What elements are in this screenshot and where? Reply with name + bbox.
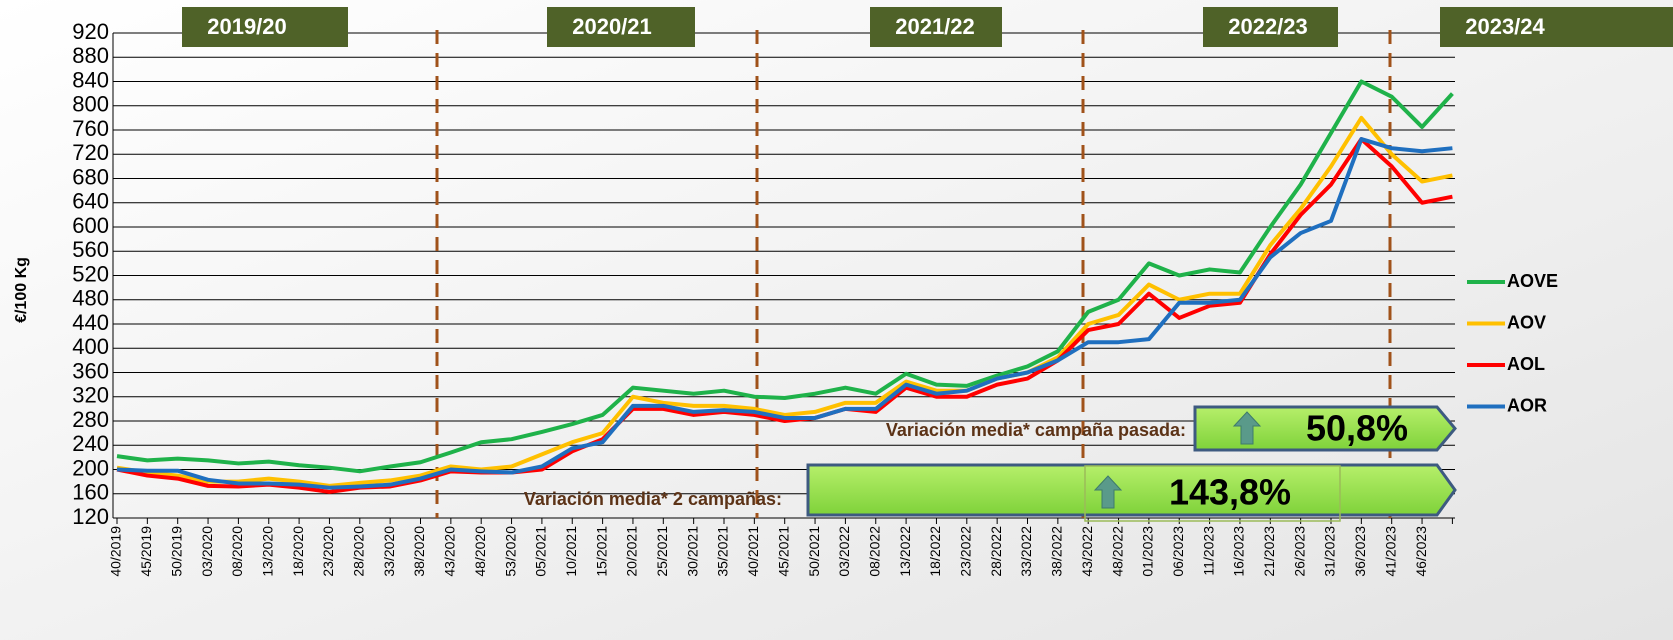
- series-line: [116, 137, 1453, 490]
- y-tick-label: 160: [72, 480, 109, 505]
- variation-label: Variación media* 2 campañas:: [524, 489, 782, 509]
- x-tick-label: 33/2020: [381, 526, 397, 577]
- x-tick-label: 35/2021: [715, 526, 731, 577]
- x-tick-label: 48/2020: [472, 526, 488, 577]
- variation-value: 143,8%: [1169, 472, 1291, 513]
- campaign-label: 2022/23: [1228, 14, 1308, 39]
- x-tick-label: 16/2023: [1231, 526, 1247, 577]
- x-tick-label: 03/2020: [199, 526, 215, 577]
- up-arrow-icon: [1093, 475, 1123, 509]
- x-tick-label: 28/2022: [988, 526, 1004, 577]
- legend-label: AOR: [1507, 395, 1547, 415]
- x-tick-label: 08/2022: [866, 526, 882, 577]
- x-tick-label: 25/2021: [654, 526, 670, 577]
- x-tick-label: 50/2019: [168, 526, 184, 577]
- y-tick-label: 560: [72, 237, 109, 262]
- x-tick-label: 45/2019: [138, 526, 154, 577]
- x-tick-label: 21/2023: [1261, 526, 1277, 577]
- x-tick-label: 10/2021: [563, 526, 579, 577]
- y-tick-label: 400: [72, 334, 109, 359]
- legend-label: AOV: [1507, 312, 1546, 332]
- series-line: [116, 115, 1453, 488]
- y-tick-label: 680: [72, 164, 109, 189]
- y-tick-label: 800: [72, 92, 109, 117]
- x-tick-label: 31/2023: [1322, 526, 1338, 577]
- campaign-box: [1203, 7, 1338, 47]
- legend-label: AOL: [1507, 354, 1545, 374]
- y-tick-label: 840: [72, 67, 109, 92]
- x-tick-label: 38/2022: [1049, 526, 1065, 577]
- x-tick-label: 06/2023: [1170, 526, 1186, 577]
- y-tick-label: 240: [72, 431, 109, 456]
- x-tick-label: 01/2023: [1140, 526, 1156, 577]
- x-tick-label: 26/2023: [1291, 526, 1307, 577]
- y-tick-label: 880: [72, 43, 109, 68]
- y-tick-label: 120: [72, 504, 109, 529]
- variation-value: 50,8%: [1306, 408, 1408, 449]
- series-line: [116, 79, 1454, 474]
- x-tick-label: 18/2020: [290, 526, 306, 577]
- x-tick-label: 43/2022: [1079, 526, 1095, 577]
- y-tick-label: 360: [72, 358, 109, 383]
- y-tick-label: 280: [72, 407, 109, 432]
- campaign-box: [182, 7, 348, 47]
- campaign-label: 2021/22: [895, 14, 975, 39]
- x-tick-label: 36/2023: [1352, 526, 1368, 577]
- legend-label: AOVE: [1507, 271, 1558, 291]
- x-tick-label: 23/2020: [320, 526, 336, 577]
- x-tick-label: 13/2020: [259, 526, 275, 577]
- y-tick-label: 600: [72, 213, 109, 238]
- x-tick-label: 38/2020: [411, 526, 427, 577]
- x-tick-label: 46/2023: [1413, 526, 1429, 577]
- x-tick-label: 43/2020: [442, 526, 458, 577]
- x-tick-label: 13/2022: [897, 526, 913, 577]
- x-tick-label: 40/2019: [108, 526, 124, 577]
- variation-bar: [1193, 405, 1457, 452]
- y-tick-label: 920: [72, 19, 109, 44]
- y-tick-label: 640: [72, 189, 109, 214]
- y-tick-label: 320: [72, 383, 109, 408]
- y-tick-label: 440: [72, 310, 109, 335]
- x-tick-label: 30/2021: [684, 526, 700, 577]
- x-tick-label: 08/2020: [229, 526, 245, 577]
- campaign-box: [1440, 7, 1673, 47]
- x-tick-label: 05/2021: [533, 526, 549, 577]
- y-tick-label: 760: [72, 116, 109, 141]
- x-tick-label: 23/2022: [958, 526, 974, 577]
- x-tick-label: 15/2021: [593, 526, 609, 577]
- x-tick-label: 53/2020: [502, 526, 518, 577]
- highlight-frame: [1084, 465, 1341, 522]
- up-arrow-icon: [1232, 411, 1262, 445]
- x-tick-label: 03/2022: [836, 526, 852, 577]
- x-tick-label: 20/2021: [624, 526, 640, 577]
- campaign-label: 2020/21: [572, 14, 652, 39]
- x-tick-label: 33/2022: [1018, 526, 1034, 577]
- y-tick-label: 200: [72, 455, 109, 480]
- x-tick-label: 28/2020: [351, 526, 367, 577]
- variation-bar: [806, 463, 1457, 517]
- campaign-box: [870, 7, 1002, 47]
- campaign-label: 2019/20: [207, 14, 287, 39]
- x-tick-label: 11/2023: [1200, 526, 1216, 576]
- y-tick-label: 520: [72, 261, 109, 286]
- x-tick-label: 41/2023: [1382, 526, 1398, 577]
- x-tick-label: 40/2021: [745, 526, 761, 577]
- x-tick-label: 48/2022: [1109, 526, 1125, 577]
- campaign-box: [547, 7, 695, 47]
- campaign-label: 2023/24: [1465, 14, 1545, 39]
- x-tick-label: 45/2021: [775, 526, 791, 577]
- y-tick-label: 480: [72, 286, 109, 311]
- series-line: [116, 137, 1453, 494]
- y-tick-label: 720: [72, 140, 109, 165]
- y-axis-label: €/100 Kg: [13, 257, 30, 323]
- x-tick-label: 18/2022: [927, 526, 943, 577]
- x-tick-label: 50/2021: [806, 526, 822, 577]
- variation-label: Variación media* campaña pasada:: [886, 420, 1186, 440]
